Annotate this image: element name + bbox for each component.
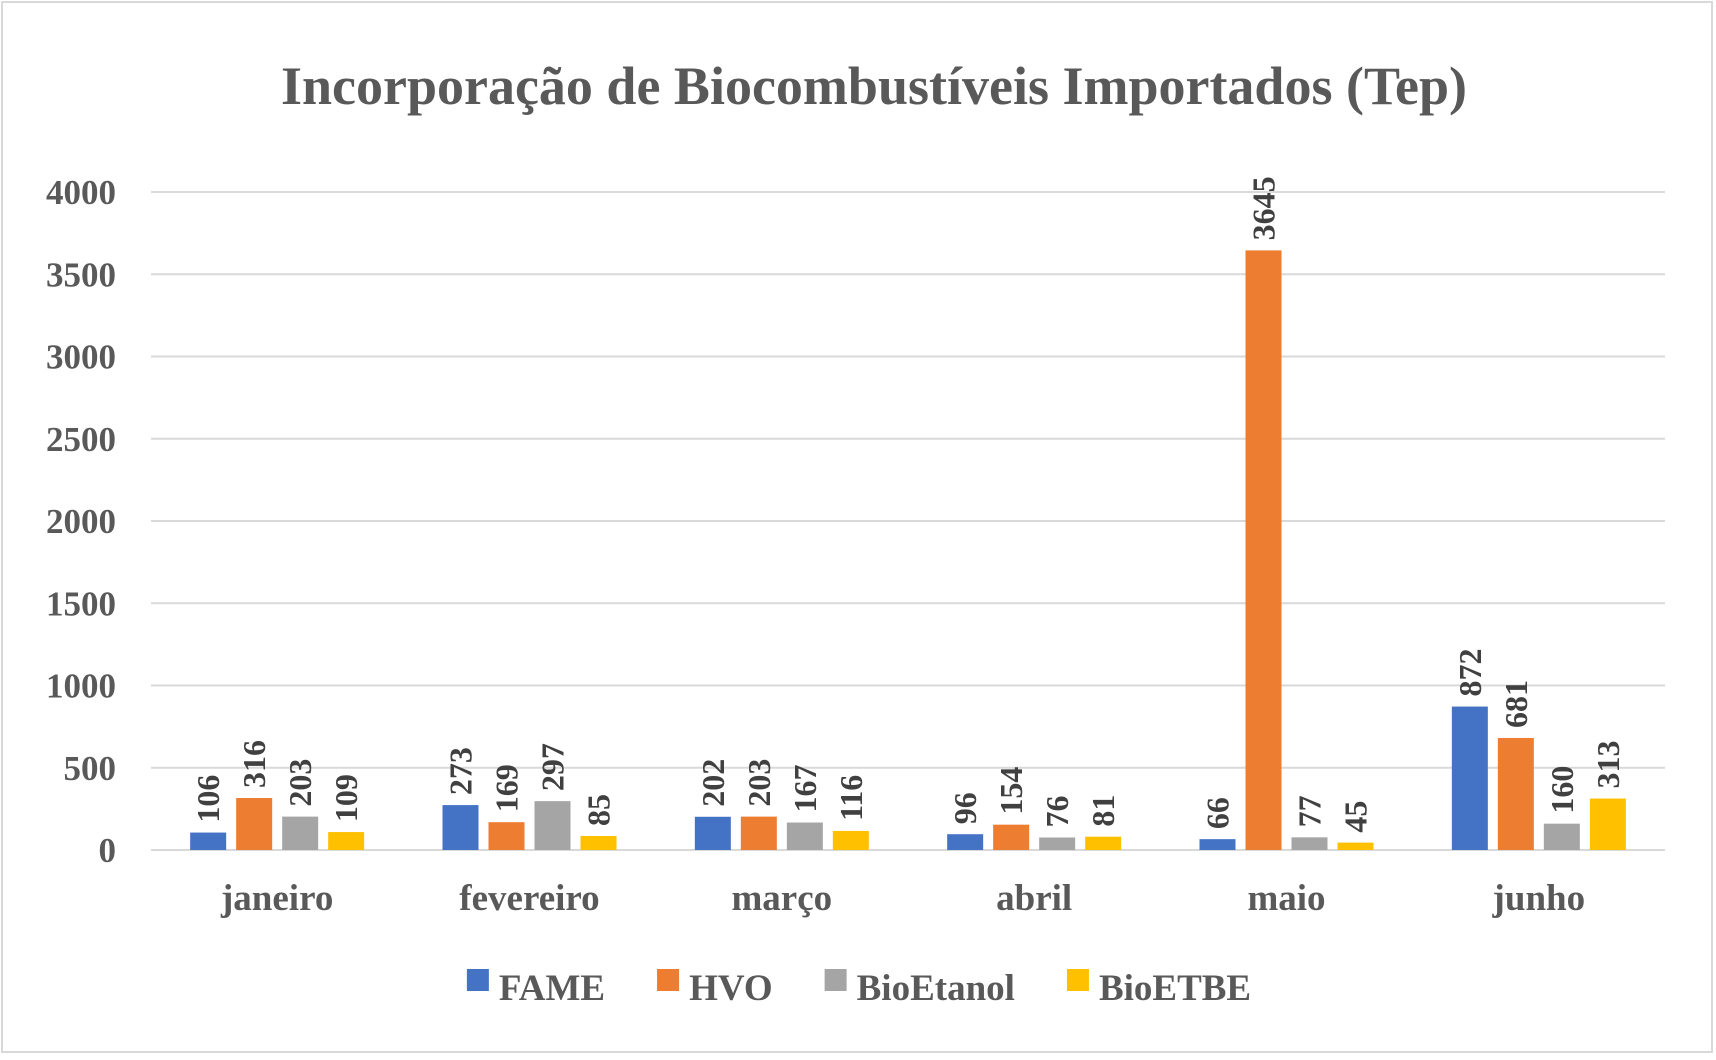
bar	[190, 832, 227, 850]
bar	[534, 801, 571, 850]
bar	[488, 822, 525, 850]
chart-title: Incorporação de Biocombustíveis Importad…	[281, 56, 1467, 116]
data-label: 3645	[1246, 176, 1282, 240]
y-tick-label: 4000	[46, 173, 116, 212]
data-label: 316	[236, 740, 272, 788]
y-tick-label: 1500	[46, 584, 116, 623]
bar	[236, 798, 273, 850]
bar	[1085, 836, 1122, 850]
data-label: 872	[1452, 649, 1488, 697]
legend-item: HVO	[657, 968, 773, 1009]
data-label: 45	[1338, 801, 1374, 833]
data-label: 109	[328, 774, 364, 822]
data-label: 116	[833, 775, 869, 821]
bar	[1245, 250, 1282, 850]
data-label: 106	[190, 775, 226, 823]
legend-label: BioEtanol	[857, 968, 1015, 1009]
y-tick-label: 0	[99, 831, 117, 870]
x-tick-label: março	[731, 878, 832, 919]
legend-swatch	[657, 969, 680, 991]
data-label: 160	[1544, 766, 1580, 814]
bar	[1199, 839, 1236, 850]
legend-item: FAME	[466, 968, 605, 1009]
data-label: 203	[741, 759, 777, 807]
legend-swatch	[466, 969, 489, 991]
x-tick-label: fevereiro	[459, 878, 599, 919]
x-tick-label: abril	[996, 878, 1072, 919]
data-label: 202	[695, 759, 731, 807]
legend-item: BioETBE	[1066, 968, 1251, 1009]
legend-label: HVO	[689, 968, 773, 1009]
legend-swatch	[1066, 969, 1089, 991]
data-labels: 106 316 203 109 273 169 297 85 202 203 167 116 96 154…	[190, 176, 1626, 832]
y-tick-label: 3500	[46, 255, 116, 294]
y-tick-label: 2500	[46, 420, 116, 459]
y-tick-label: 1000	[46, 667, 116, 706]
y-tick-label: 2000	[46, 502, 116, 541]
gridlines	[151, 191, 1665, 851]
data-label: 297	[535, 743, 571, 791]
data-label: 681	[1498, 680, 1534, 728]
bar	[947, 834, 984, 850]
legend-swatch	[824, 969, 847, 991]
data-label: 81	[1085, 795, 1121, 827]
y-tick-label: 500	[64, 749, 117, 788]
data-label: 154	[993, 767, 1029, 815]
bar	[580, 836, 617, 850]
data-label: 76	[1039, 795, 1075, 827]
data-label: 77	[1292, 795, 1328, 827]
legend-label: FAME	[499, 968, 605, 1009]
bar	[328, 832, 365, 850]
bar	[1451, 706, 1488, 850]
y-tick-label: 3000	[46, 338, 116, 377]
x-tick-label: junho	[1492, 878, 1586, 919]
bar	[740, 816, 777, 850]
data-label: 167	[787, 765, 823, 813]
bar	[993, 824, 1030, 850]
bar	[282, 816, 319, 850]
bar	[832, 830, 869, 850]
data-label: 96	[947, 792, 983, 824]
bar	[442, 805, 479, 850]
data-label: 203	[282, 759, 318, 807]
bar	[1589, 798, 1626, 850]
data-label: 313	[1590, 741, 1626, 789]
x-tick-label: janeiro	[220, 878, 333, 919]
legend-label: BioETBE	[1099, 968, 1251, 1009]
bar	[1291, 837, 1328, 850]
bar	[1337, 842, 1374, 850]
bar	[694, 816, 731, 850]
bar-chart: Incorporação de Biocombustíveis Importad…	[46, 56, 1665, 1009]
data-label: 66	[1200, 797, 1236, 829]
x-axis-ticks: janeiro fevereiro março abril maio junho	[220, 878, 1585, 919]
y-axis-ticks: 0 500 1000 1500 2000 2500 3000 3500 4000	[46, 173, 116, 870]
data-label: 85	[581, 794, 617, 826]
bars	[190, 250, 1626, 850]
legend-item: BioEtanol	[824, 968, 1015, 1009]
bar	[1039, 837, 1076, 850]
legend: FAME HVO BioEtanol BioETBE	[466, 968, 1251, 1009]
bar	[786, 822, 823, 850]
x-tick-label: maio	[1247, 878, 1325, 919]
bar	[1543, 823, 1580, 850]
data-label: 273	[443, 747, 479, 795]
data-label: 169	[489, 764, 525, 812]
bar	[1497, 737, 1534, 850]
